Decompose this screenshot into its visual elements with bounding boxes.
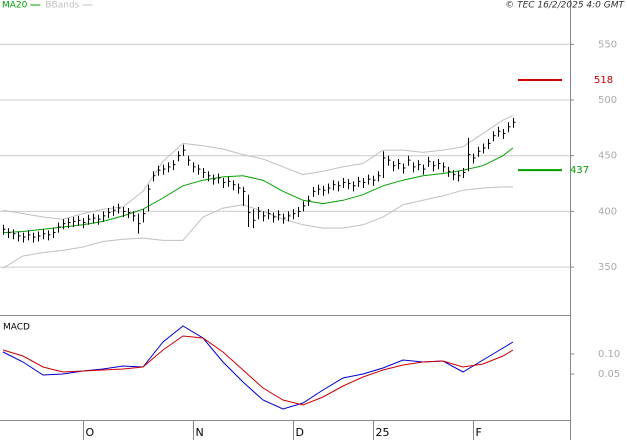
y-tick-label: 500 <box>598 95 617 106</box>
x-tick-label: O <box>86 426 95 439</box>
y-tick-label: 0.10 <box>598 349 620 360</box>
y-tick-label: 350 <box>598 262 617 273</box>
y-tick-label: 0.05 <box>598 369 620 380</box>
level-label: 437 <box>570 165 589 176</box>
x-tick-label: 25 <box>376 426 390 439</box>
x-tick-label: F <box>476 426 482 439</box>
y-tick-label: 400 <box>598 206 617 217</box>
copyright: © TEC 16/2/2025 4:0 GMT <box>505 1 625 11</box>
macd-line <box>2 335 514 406</box>
x-tick-label: N <box>196 426 204 439</box>
macd-title: MACD <box>3 323 30 333</box>
y-tick-label: 550 <box>598 39 617 50</box>
legend-label: BBands <box>45 1 79 11</box>
legend-label: MA20 <box>2 1 28 11</box>
level-label: 518 <box>594 75 613 86</box>
indicator-line <box>2 115 514 220</box>
x-tick-label: D <box>296 426 304 439</box>
indicator-line <box>2 186 513 269</box>
indicator-line <box>2 147 514 234</box>
y-tick-label: 450 <box>598 151 617 162</box>
